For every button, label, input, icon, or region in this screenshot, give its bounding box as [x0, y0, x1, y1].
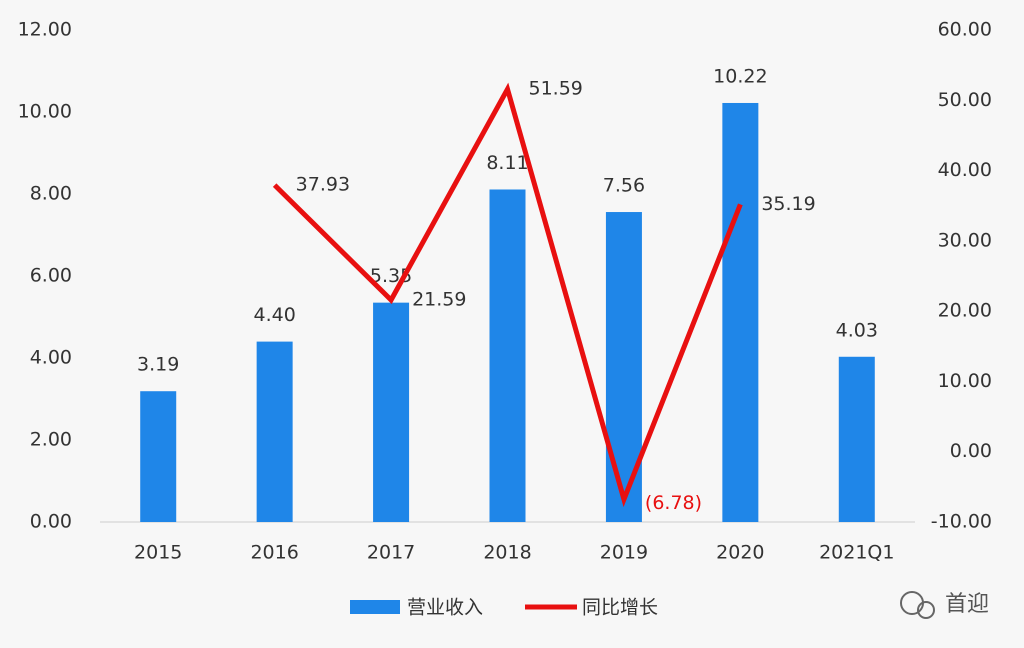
- y-tick-label: 12.00: [18, 19, 72, 41]
- y-tick-label: 10.00: [18, 101, 72, 123]
- y2-tick-label: 50.00: [938, 89, 992, 111]
- x-tick-label: 2020: [716, 542, 764, 564]
- line-value-label: 35.19: [761, 193, 815, 215]
- x-tick-label: 2017: [367, 542, 415, 564]
- y2-tick-label: 30.00: [938, 229, 992, 251]
- watermark: 首迎: [900, 591, 989, 619]
- y2-tick-label: 60.00: [938, 19, 992, 41]
- legend-label: 营业收入: [407, 597, 483, 619]
- y-tick-label: 2.00: [30, 429, 72, 451]
- y-tick-label: 4.00: [30, 347, 72, 369]
- bar: [373, 302, 410, 522]
- x-tick-label: 2018: [483, 542, 531, 564]
- y-tick-label: 0.00: [30, 511, 72, 533]
- x-tick-label: 2019: [600, 542, 648, 564]
- y2-tick-label: 40.00: [938, 159, 992, 181]
- bar-value-label: 4.03: [836, 319, 878, 341]
- bar: [489, 189, 526, 523]
- y2-tick-label: 0.00: [950, 440, 992, 462]
- bar-value-label: 8.11: [486, 152, 528, 174]
- bar: [605, 212, 642, 523]
- x-tick-label: 2021Q1: [819, 542, 894, 564]
- bar: [838, 356, 875, 522]
- bar-value-label: 10.22: [713, 65, 767, 87]
- bar: [722, 102, 759, 522]
- x-tick-label: 2016: [250, 542, 298, 564]
- line-value-label: 21.59: [412, 288, 466, 310]
- line-value-label: 37.93: [296, 174, 350, 196]
- y2-tick-label: -10.00: [931, 511, 992, 533]
- legend-swatch: [350, 600, 400, 614]
- line: [272, 82, 743, 508]
- watermark-text: 首迎: [945, 592, 989, 617]
- y2-tick-label: 10.00: [938, 370, 992, 392]
- bar-value-label: 4.40: [253, 304, 295, 326]
- bar-value-label: 7.56: [603, 175, 645, 197]
- y-tick-label: 8.00: [30, 183, 72, 205]
- line-value-label: 51.59: [529, 78, 583, 100]
- y-tick-label: 6.00: [30, 265, 72, 287]
- bar: [256, 341, 293, 522]
- watermark-icon: [917, 601, 935, 619]
- y2-tick-label: 20.00: [938, 300, 992, 322]
- line-value-label: (6.78): [645, 492, 702, 514]
- x-tick-label: 2015: [134, 542, 182, 564]
- bar: [140, 391, 177, 522]
- legend-label: 同比增长: [582, 597, 658, 619]
- bar-value-label: 3.19: [137, 354, 179, 376]
